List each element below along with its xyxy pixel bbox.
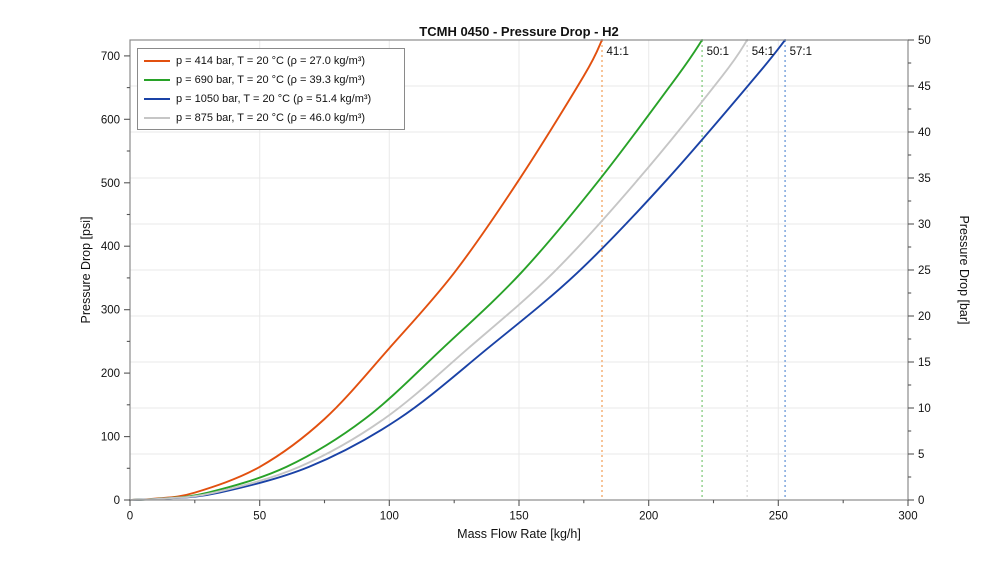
legend-line-swatch [144, 116, 170, 119]
curve-p414 [129, 39, 603, 501]
left-tick-label: 200 [101, 368, 120, 380]
left-y-axis-label: Pressure Drop [psi] [79, 217, 93, 324]
chart-title: TCMH 0450 - Pressure Drop - H2 [419, 24, 618, 39]
legend-line-swatch [144, 97, 170, 100]
x-tick-label: 300 [898, 511, 917, 523]
right-tick-label: 0 [918, 495, 924, 507]
curve-p875 [129, 39, 749, 501]
right-tick-label: 20 [918, 311, 931, 323]
legend-item-label: p = 1050 bar, T = 20 °C (ρ = 51.4 kg/m³) [176, 92, 372, 105]
legend-item: p = 1050 bar, T = 20 °C (ρ = 51.4 kg/m³) [142, 89, 400, 108]
ratio-label-p875: 54:1 [752, 46, 774, 58]
left-tick-label: 100 [101, 432, 120, 444]
legend-item-label: p = 414 bar, T = 20 °C (ρ = 27.0 kg/m³) [176, 54, 366, 67]
left-tick-label: 700 [101, 51, 120, 63]
right-tick-label: 45 [918, 81, 931, 93]
x-tick-label: 250 [769, 511, 788, 523]
left-tick-label: 500 [101, 178, 120, 190]
right-tick-label: 40 [918, 127, 931, 139]
right-tick-label: 15 [918, 357, 931, 369]
left-tick-label: 600 [101, 114, 120, 126]
ratio-labels: 41:1 50:1 57:1 54:1 [607, 46, 812, 58]
right-tick-label: 35 [918, 173, 931, 185]
right-tick-label: 50 [918, 35, 931, 47]
ratio-label-p690: 50:1 [707, 46, 729, 58]
ratio-marker-lines [601, 40, 786, 500]
x-tick-label: 150 [509, 511, 528, 523]
ratio-label-p1050: 57:1 [790, 46, 812, 58]
legend-line-swatch [144, 59, 170, 62]
left-tick-label: 300 [101, 305, 120, 317]
ratio-label-p414: 41:1 [607, 46, 629, 58]
right-tick-label: 25 [918, 265, 931, 277]
right-tick-label: 5 [918, 449, 924, 461]
x-tick-label: 100 [380, 511, 399, 523]
x-axis-label: Mass Flow Rate [kg/h] [457, 527, 581, 541]
legend-item: p = 875 bar, T = 20 °C (ρ = 46.0 kg/m³) [142, 108, 400, 127]
legend-line-swatch [144, 78, 170, 81]
legend-item-label: p = 875 bar, T = 20 °C (ρ = 46.0 kg/m³) [176, 111, 366, 124]
x-tick-label: 200 [639, 511, 658, 523]
x-tick-label: 0 [127, 511, 133, 523]
axis-tick-labels: 0 50 100 150 200 250 3000100200300400500600700… [101, 35, 931, 523]
left-tick-label: 400 [101, 241, 120, 253]
left-tick-label: 0 [114, 495, 120, 507]
legend-item: p = 690 bar, T = 20 °C (ρ = 39.3 kg/m³) [142, 70, 400, 89]
right-y-axis-label: Pressure Drop [bar] [957, 215, 971, 324]
legend-item-label: p = 690 bar, T = 20 °C (ρ = 39.3 kg/m³) [176, 73, 366, 86]
x-tick-label: 50 [253, 511, 266, 523]
right-tick-label: 10 [918, 403, 931, 415]
series-curves [129, 39, 787, 501]
legend: p = 414 bar, T = 20 °C (ρ = 27.0 kg/m³) p… [137, 48, 405, 130]
legend-item: p = 414 bar, T = 20 °C (ρ = 27.0 kg/m³) [142, 51, 400, 70]
axis-ticks [124, 39, 914, 506]
right-tick-label: 30 [918, 219, 931, 231]
